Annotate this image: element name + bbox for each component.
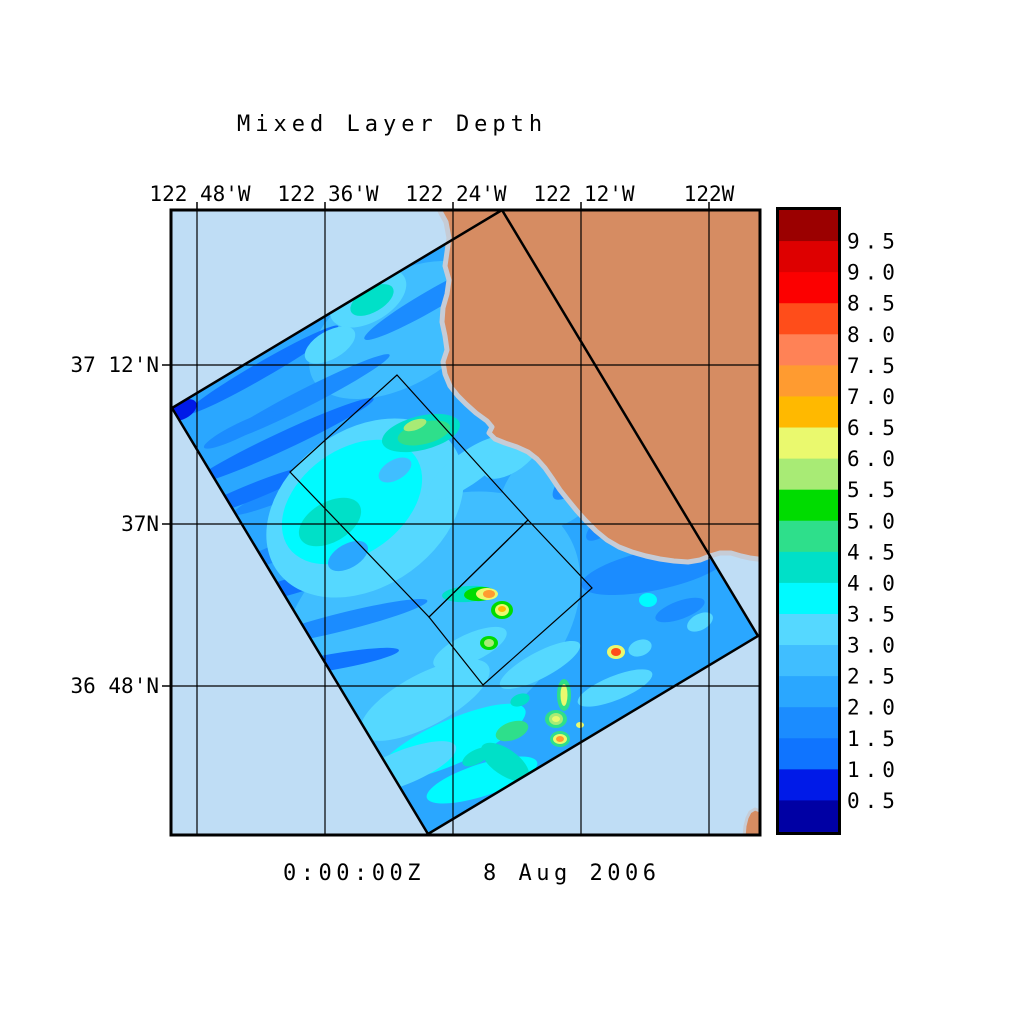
colorbar-tick-label: 1.0: [847, 758, 900, 782]
top-axis-label: 122 48'W: [149, 182, 251, 206]
colorbar-tick-label: 4.5: [847, 540, 900, 564]
figure-title: Mixed Layer Depth: [237, 112, 547, 137]
top-axis-label: 122W: [684, 182, 735, 206]
colorbar-band: [779, 800, 838, 832]
left-axis: 37 12'N 37N 36 48'N: [70, 353, 171, 698]
colorbar-tick-label: 2.5: [847, 665, 900, 689]
colorbar-tick-label: 8.0: [847, 323, 900, 347]
colorbar-tick-label: 0.5: [847, 789, 900, 813]
colorbar-band: [779, 583, 838, 615]
top-axis: 122 48'W 122 36'W 122 24'W 122 12'W 122W: [149, 182, 734, 210]
colorbar-band: [779, 241, 838, 273]
colorbar-tick-label: 7.5: [847, 354, 900, 378]
colorbar-tick-label: 9.5: [847, 230, 900, 254]
colorbar-band: [779, 738, 838, 770]
colorbar-band: [779, 707, 838, 739]
colorbar-band: [779, 459, 838, 491]
colorbar-band: [779, 521, 838, 553]
left-axis-label: 36 48'N: [70, 674, 159, 698]
colorbar-band: [779, 676, 838, 708]
timestamp-date: 8 Aug 2006: [483, 861, 660, 886]
timestamp-time: 0:00:00Z: [283, 861, 425, 886]
colorbar-tick-label: 3.5: [847, 602, 900, 626]
colorbar-tick-label: 3.0: [847, 634, 900, 658]
colorbar-tick-label: 1.5: [847, 727, 900, 751]
colorbar-band: [779, 303, 838, 335]
left-axis-label: 37N: [121, 512, 159, 536]
colorbar-band: [779, 490, 838, 522]
timestamp-label: 0:00:00Z 8 Aug 2006: [283, 861, 660, 886]
colorbar-tick-label: 8.5: [847, 292, 900, 316]
colorbar-tick-label: 4.0: [847, 571, 900, 595]
colorbar-band: [779, 334, 838, 366]
colorbar-tick-label: 5.0: [847, 509, 900, 533]
colorbar-labels: 9.5 9.0 8.5 8.0 7.5 7.0 6.5 6.0 5.5 5.0 4.5 4.0 3.5 3…: [847, 230, 900, 813]
colorbar-tick-label: 6.0: [847, 447, 900, 471]
colorbar-band: [779, 552, 838, 584]
mld-map-figure: Mixed Layer Depth: [0, 0, 1024, 1024]
top-axis-label: 122 12'W: [533, 182, 635, 206]
colorbar-band: [779, 614, 838, 646]
colorbar-band: [779, 210, 838, 242]
top-axis-label: 122 36'W: [277, 182, 379, 206]
colorbar-tick-label: 7.0: [847, 385, 900, 409]
colorbar-band: [779, 428, 838, 460]
colorbar-band: [779, 396, 838, 428]
top-axis-label: 122 24'W: [405, 182, 507, 206]
colorbar-band: [779, 769, 838, 801]
colorbar-tick-label: 5.5: [847, 478, 900, 502]
colorbar-band: [779, 365, 838, 397]
colorbar-band: [779, 645, 838, 677]
colorbar: 9.5 9.0 8.5 8.0 7.5 7.0 6.5 6.0 5.5 5.0 4.5 4.0 3.5 3…: [778, 209, 900, 834]
colorbar-tick-label: 2.0: [847, 696, 900, 720]
map-plot: [164, 205, 765, 838]
colorbar-tick-label: 6.5: [847, 416, 900, 440]
colorbar-band: [779, 272, 838, 304]
left-axis-label: 37 12'N: [70, 353, 159, 377]
colorbar-tick-label: 9.0: [847, 261, 900, 285]
colorbar-bands: [779, 210, 838, 832]
